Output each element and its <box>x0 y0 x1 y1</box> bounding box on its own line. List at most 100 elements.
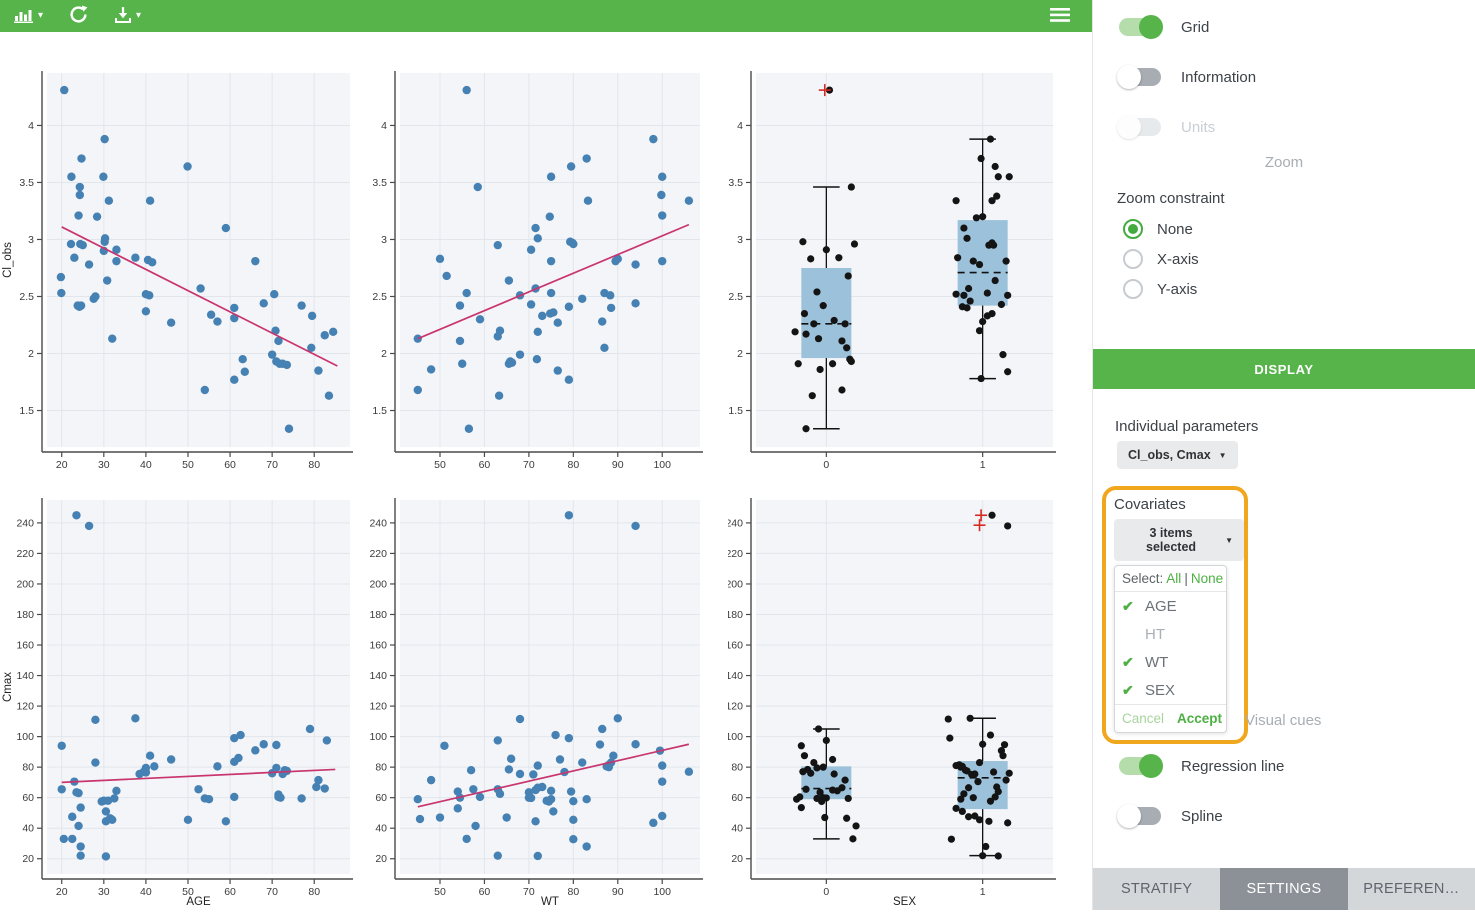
svg-text:60: 60 <box>22 792 34 804</box>
plot-area: ▾ ▾ 1.5 2 2.5 3 3.5 4 20 30 40 50 60 70 80 Cl_obs <box>0 0 1092 910</box>
svg-text:160: 160 <box>16 640 34 652</box>
svg-text:60: 60 <box>479 459 491 470</box>
accept-button[interactable]: Accept <box>1177 711 1223 726</box>
svg-text:120: 120 <box>728 701 743 713</box>
bar-chart-icon <box>14 7 34 26</box>
svg-text:3.5: 3.5 <box>19 177 34 189</box>
zoom-section-title: Zoom <box>1264 154 1304 171</box>
svg-text:80: 80 <box>567 886 579 898</box>
covariate-option-sex[interactable]: ✔ SEX <box>1115 676 1226 704</box>
svg-text:40: 40 <box>731 823 743 835</box>
svg-text:70: 70 <box>523 459 535 470</box>
zoom-constraint-option-xaxis[interactable]: X-axis <box>1123 244 1199 274</box>
grid-toggle-row: Grid <box>1093 2 1475 52</box>
svg-text:60: 60 <box>224 459 236 470</box>
regression-line-toggle[interactable] <box>1117 754 1163 778</box>
svg-text:3: 3 <box>381 234 387 246</box>
select-none-link[interactable]: None <box>1190 571 1224 586</box>
scatter-clobs-wt[interactable]: 1.5 2 2.5 3 3.5 4 50 60 70 80 90 100 <box>364 60 728 471</box>
svg-text:20: 20 <box>731 853 743 865</box>
panel-tabs: STRATIFY SETTINGS PREFEREN… <box>1093 868 1475 910</box>
menu-icon <box>1050 7 1070 25</box>
covariate-option-ht[interactable]: HT <box>1115 620 1226 648</box>
zoom-constraint-option-yaxis[interactable]: Y-axis <box>1123 274 1199 304</box>
svg-text:50: 50 <box>434 459 446 470</box>
individual-parameters-select[interactable]: Cl_obs, Cmax ▼ <box>1117 441 1238 469</box>
svg-text:50: 50 <box>182 886 194 898</box>
covariate-option-wt[interactable]: ✔ WT <box>1115 648 1226 676</box>
svg-text:200: 200 <box>728 578 743 590</box>
display-toggles: Grid Information Units <box>1093 2 1475 152</box>
svg-text:60: 60 <box>731 792 743 804</box>
svg-text:50: 50 <box>182 459 194 470</box>
svg-text:120: 120 <box>16 701 34 713</box>
boxplot-cmax-sex[interactable]: 20 40 60 80 100 120 140 160 180 200 220 240 0 1 SEX <box>725 470 1092 910</box>
refresh-icon <box>69 5 88 27</box>
select-all-link[interactable]: All <box>1166 571 1182 586</box>
zoom-constraint-option-none[interactable]: None <box>1123 214 1199 244</box>
svg-text:WT: WT <box>541 896 559 908</box>
information-toggle[interactable] <box>1117 65 1163 89</box>
svg-text:3: 3 <box>28 234 34 246</box>
svg-text:3.5: 3.5 <box>728 177 743 189</box>
units-toggle <box>1117 115 1163 139</box>
svg-text:200: 200 <box>16 578 34 590</box>
spline-toggle[interactable] <box>1117 804 1163 828</box>
svg-text:60: 60 <box>375 792 387 804</box>
svg-text:220: 220 <box>728 548 743 560</box>
svg-text:220: 220 <box>16 548 34 560</box>
covariate-option-age[interactable]: ✔ AGE <box>1115 592 1226 620</box>
spline-toggle-label: Spline <box>1181 807 1223 825</box>
covariates-label: Covariates <box>1114 496 1186 513</box>
tab-stratify[interactable]: STRATIFY <box>1093 868 1221 910</box>
svg-text:240: 240 <box>16 517 34 529</box>
chart-type-button[interactable]: ▾ <box>12 5 45 28</box>
covariates-dropdown-items: ✔ AGE HT ✔ WT ✔ SEX <box>1115 592 1226 704</box>
tab-settings[interactable]: SETTINGS <box>1220 868 1348 910</box>
svg-text:2: 2 <box>28 348 34 360</box>
svg-text:120: 120 <box>369 701 387 713</box>
scatter-clobs-age[interactable]: 1.5 2 2.5 3 3.5 4 20 30 40 50 60 70 80 Cl_obs <box>0 60 364 471</box>
scatter-cmax-wt[interactable]: 20 40 60 80 100 120 140 160 180 200 220 240 50 60 70 80… <box>364 470 728 910</box>
svg-text:100: 100 <box>369 731 387 743</box>
caret-down-icon: ▼ <box>1225 535 1233 545</box>
svg-text:AGE: AGE <box>186 896 211 908</box>
covariate-option-label: AGE <box>1145 597 1177 615</box>
svg-text:80: 80 <box>308 886 320 898</box>
covariates-select[interactable]: 3 items selected ▼ <box>1114 519 1244 561</box>
svg-text:40: 40 <box>22 823 34 835</box>
svg-text:1.5: 1.5 <box>19 405 34 417</box>
settings-panel: Grid Information Units Zoom Zoom constra… <box>1092 0 1475 910</box>
scatter-cmax-age[interactable]: 20 40 60 80 100 120 140 160 180 200 220 240 20 30 40 50… <box>0 470 364 910</box>
svg-text:90: 90 <box>612 459 624 470</box>
cancel-button[interactable]: Cancel <box>1122 711 1165 726</box>
display-header: DISPLAY <box>1093 349 1475 389</box>
information-toggle-label: Information <box>1181 68 1257 86</box>
tab-preferen[interactable]: PREFEREN… <box>1347 868 1475 910</box>
export-button[interactable]: ▾ <box>112 4 143 29</box>
covariates-value: 3 items selected <box>1146 526 1197 554</box>
svg-text:140: 140 <box>16 670 34 682</box>
svg-text:220: 220 <box>369 548 387 560</box>
grid-toggle-label: Grid <box>1181 18 1210 36</box>
svg-text:80: 80 <box>567 459 579 470</box>
covariate-option-label: SEX <box>1145 681 1176 699</box>
units-toggle-row: Units <box>1093 102 1475 152</box>
refresh-button[interactable] <box>67 3 90 29</box>
grid-toggle[interactable] <box>1117 15 1163 39</box>
menu-button[interactable] <box>1048 6 1072 27</box>
boxplot-clobs-sex[interactable]: 1.5 2 2.5 3 3.5 4 0 1 <box>728 60 1092 471</box>
svg-text:70: 70 <box>266 459 278 470</box>
units-toggle-label: Units <box>1181 118 1216 136</box>
spline-toggle-row: Spline <box>1093 791 1475 841</box>
svg-text:40: 40 <box>375 823 387 835</box>
svg-text:60: 60 <box>224 886 236 898</box>
individual-parameters-value: Cl_obs, Cmax <box>1128 448 1211 462</box>
svg-text:3.5: 3.5 <box>372 177 387 189</box>
covariates-dropdown-footer: Cancel Accept <box>1115 704 1226 732</box>
svg-text:60: 60 <box>479 886 491 898</box>
plot-grid: 1.5 2 2.5 3 3.5 4 20 30 40 50 60 70 80 Cl_obs 1.5 2 2.5… <box>0 60 1092 910</box>
svg-text:160: 160 <box>728 640 743 652</box>
svg-text:2.5: 2.5 <box>728 291 743 303</box>
svg-text:80: 80 <box>375 762 387 774</box>
